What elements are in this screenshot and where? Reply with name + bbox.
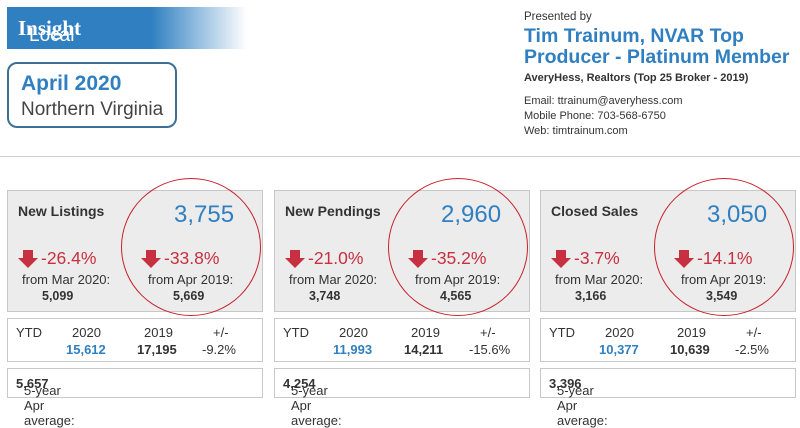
presented-by: Presented by <box>524 11 592 23</box>
ytd-label: YTD <box>16 325 42 340</box>
down-arrow-icon <box>285 250 305 268</box>
ytd-2019-value: 17,195 <box>137 342 177 357</box>
ytd-header-2019: 2019 <box>677 325 706 340</box>
avg-label: 5-year Apr average: <box>557 383 608 428</box>
ytd-diff-value: -2.5% <box>735 342 769 357</box>
mom-change: -26.4% <box>41 248 97 268</box>
five-year-average: 5-year Apr average: 5,657 <box>7 368 263 428</box>
ytd-2020-value: 10,377 <box>599 342 639 357</box>
mom-change: -3.7% <box>574 248 620 268</box>
ytd-2019-value: 14,211 <box>404 342 444 357</box>
five-year-average: 5-year Apr average: 3,396 <box>540 368 796 428</box>
agent-name: Tim Trainum, NVAR Top Producer - Platinu… <box>524 25 790 68</box>
ytd-header-2019: 2019 <box>411 325 440 340</box>
ytd-header-diff: +/- <box>746 325 762 340</box>
highlight-circle <box>388 178 528 316</box>
avg-value: 4,254 <box>283 376 316 391</box>
five-year-average: 5-year Apr average: 4,254 <box>274 368 530 428</box>
report-region: Northern Virginia <box>21 99 164 120</box>
avg-value: 5,657 <box>16 376 49 391</box>
mom-label: from Mar 2020: <box>22 272 111 287</box>
mom-label: from Mar 2020: <box>555 272 644 287</box>
ytd-2020-value: 15,612 <box>66 342 106 357</box>
agent-phone: Mobile Phone: 703-568-6750 <box>524 110 666 122</box>
down-arrow-icon <box>551 250 571 268</box>
mom-change: -21.0% <box>308 248 364 268</box>
ytd-table: YTD 2020 2019 +/- 11,993 14,211 -15.6% <box>274 318 530 362</box>
ytd-diff-value: -9.2% <box>202 342 236 357</box>
ytd-header-diff: +/- <box>480 325 496 340</box>
ytd-header-2020: 2020 <box>605 325 634 340</box>
ytd-table: YTD 2020 2019 +/- 15,612 17,195 -9.2% <box>7 318 263 362</box>
ytd-diff-value: -15.6% <box>469 342 511 357</box>
ytd-table: YTD 2020 2019 +/- 10,377 10,639 -2.5% <box>540 318 796 362</box>
report-date: April 2020 <box>21 72 122 95</box>
avg-label: 5-year Apr average: <box>24 383 75 428</box>
ytd-header-diff: +/- <box>213 325 229 340</box>
ytd-header-2020: 2020 <box>339 325 368 340</box>
highlight-circle <box>121 178 261 316</box>
metric-card: Closed Sales 3,050 -3.7% from Mar 2020: 3,16… <box>540 178 796 428</box>
ytd-2019-value: 10,639 <box>670 342 710 357</box>
agent-email: Email: ttrainum@averyhess.com <box>524 95 683 107</box>
mom-value: 5,099 <box>42 289 74 303</box>
ytd-label: YTD <box>283 325 309 340</box>
banner-title: Local Market Insight <box>18 16 88 68</box>
ytd-header-2019: 2019 <box>144 325 173 340</box>
mom-value: 3,748 <box>309 289 341 303</box>
mom-label: from Mar 2020: <box>289 272 378 287</box>
down-arrow-icon <box>18 250 38 268</box>
metric-label: New Pendings <box>285 203 381 219</box>
ytd-header-2020: 2020 <box>72 325 101 340</box>
divider <box>0 156 800 157</box>
ytd-2020-value: 11,993 <box>333 342 373 357</box>
metric-card: New Pendings 2,960 -21.0% from Mar 2020: 3,7… <box>274 178 530 428</box>
broker-name: AveryHess, Realtors (Top 25 Broker - 201… <box>524 72 749 84</box>
report-period-box: April 2020 Northern Virginia <box>7 62 177 128</box>
avg-value: 3,396 <box>549 376 582 391</box>
mom-value: 3,166 <box>575 289 607 303</box>
highlight-circle <box>654 178 794 316</box>
agent-web: Web: timtrainum.com <box>524 125 628 137</box>
title-banner: Local Market Insight <box>7 7 247 68</box>
avg-label: 5-year Apr average: <box>291 383 342 428</box>
metric-card: New Listings 3,755 -26.4% from Mar 2020: 5,0… <box>7 178 263 428</box>
metric-label: Closed Sales <box>551 203 639 219</box>
ytd-label: YTD <box>549 325 575 340</box>
metric-label: New Listings <box>18 203 105 219</box>
